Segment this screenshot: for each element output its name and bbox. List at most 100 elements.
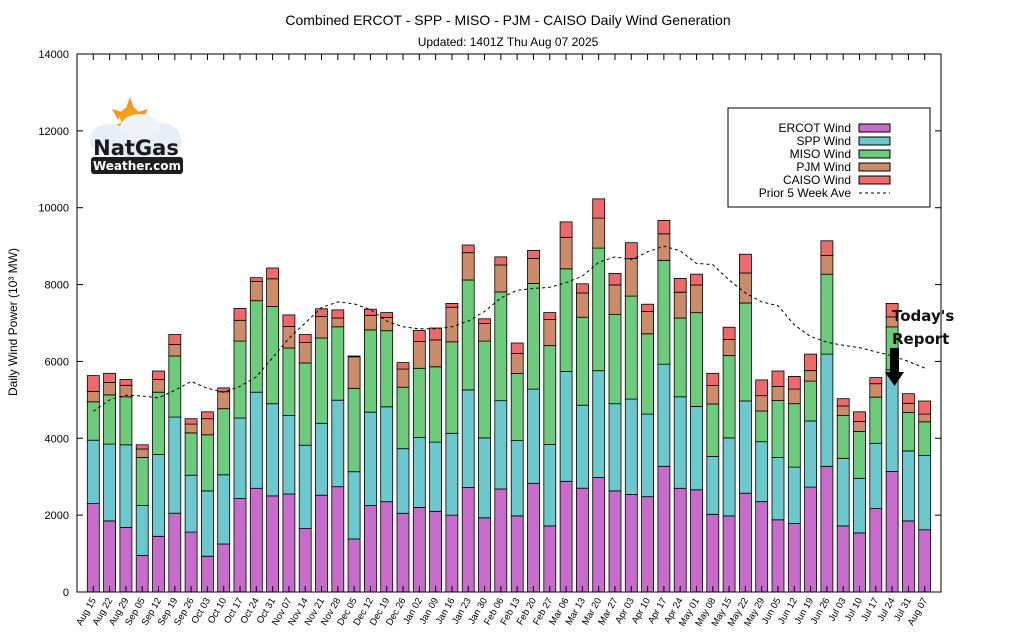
bar-miso-20 <box>412 367 426 438</box>
bar-caiso-37 <box>690 273 703 286</box>
bar-spp-31 <box>592 370 606 478</box>
bar-pjm-5 <box>168 344 182 357</box>
bar-ercot-28 <box>543 525 557 593</box>
bar-spp-13 <box>298 444 312 530</box>
bar-ercot-26 <box>510 515 524 593</box>
bar-caiso-19 <box>396 362 410 370</box>
bar-miso-42 <box>771 400 785 458</box>
bar-caiso-17 <box>363 308 377 316</box>
bar-spp-6 <box>184 474 198 533</box>
annotation-line2: Report <box>892 330 949 348</box>
bar-pjm-18 <box>380 317 394 332</box>
bar-pjm-47 <box>853 420 866 432</box>
bar-spp-20 <box>412 437 426 508</box>
bar-caiso-48 <box>869 377 883 385</box>
bar-ercot-47 <box>853 532 866 593</box>
bar-ercot-19 <box>396 512 410 593</box>
bar-spp-8 <box>217 474 231 545</box>
bar-caiso-34 <box>641 303 654 312</box>
bar-spp-50 <box>902 450 915 522</box>
bar-spp-21 <box>429 441 443 512</box>
bar-spp-30 <box>576 404 589 489</box>
bar-miso-14 <box>315 337 328 424</box>
bar-spp-1 <box>103 443 116 522</box>
bar-caiso-33 <box>624 242 638 259</box>
bar-miso-4 <box>152 391 165 455</box>
bar-ercot-18 <box>380 501 394 593</box>
bar-caiso-51 <box>918 400 932 415</box>
bar-pjm-20 <box>412 340 426 369</box>
bar-ercot-0 <box>86 503 100 593</box>
bar-spp-7 <box>200 490 214 557</box>
logo-banner <box>91 157 183 174</box>
bar-pjm-35 <box>657 233 671 261</box>
bar-pjm-25 <box>494 264 508 293</box>
legend-label-caiso: CAISO Wind <box>783 173 851 187</box>
bar-caiso-44 <box>804 353 817 372</box>
bar-spp-41 <box>755 441 769 503</box>
bar-pjm-40 <box>739 272 752 304</box>
bar-spp-16 <box>347 471 361 540</box>
bar-miso-39 <box>722 355 736 439</box>
bar-pjm-7 <box>200 418 214 436</box>
bar-miso-36 <box>673 317 687 398</box>
bar-caiso-14 <box>315 308 328 317</box>
bar-pjm-4 <box>152 379 165 393</box>
bar-spp-22 <box>445 432 459 516</box>
bar-pjm-37 <box>690 284 703 314</box>
bar-ercot-16 <box>347 538 361 593</box>
bar-caiso-40 <box>739 253 752 274</box>
bar-miso-51 <box>918 421 932 456</box>
natgasweather-logo: NatGas Weather.com <box>90 97 183 174</box>
bar-caiso-41 <box>755 379 769 397</box>
bar-ercot-35 <box>657 465 671 593</box>
bar-ercot-50 <box>902 520 915 593</box>
bar-pjm-21 <box>429 339 443 368</box>
plot-frame <box>76 53 942 593</box>
bar-pjm-0 <box>86 390 100 403</box>
bar-ercot-17 <box>363 505 377 593</box>
bar-caiso-31 <box>592 198 606 219</box>
bar-miso-12 <box>282 347 296 416</box>
legend-label-average: Prior 5 Week Ave <box>759 186 852 200</box>
bar-ercot-25 <box>494 488 508 593</box>
bar-ercot-45 <box>820 465 834 593</box>
bar-ercot-1 <box>103 520 116 593</box>
bar-miso-5 <box>168 355 182 418</box>
bar-pjm-17 <box>363 314 377 331</box>
logo-line1: NatGas <box>93 136 179 160</box>
bar-ercot-23 <box>461 487 475 593</box>
bar-ercot-42 <box>771 519 785 593</box>
bar-pjm-26 <box>510 352 524 374</box>
bar-ercot-41 <box>755 501 769 593</box>
bar-caiso-3 <box>135 444 149 450</box>
bar-spp-12 <box>282 415 296 495</box>
bar-ercot-31 <box>592 477 606 593</box>
bar-miso-6 <box>184 432 198 476</box>
bar-spp-2 <box>119 444 133 528</box>
bar-ercot-44 <box>804 486 817 593</box>
bar-ercot-32 <box>608 490 622 593</box>
y-tick-label: 8000 <box>45 280 69 292</box>
bar-pjm-23 <box>461 252 475 281</box>
bar-spp-35 <box>657 363 671 467</box>
bar-miso-8 <box>217 408 231 476</box>
bar-ercot-51 <box>918 529 932 593</box>
bar-spp-51 <box>918 455 932 531</box>
y-tick-label: 14000 <box>38 49 69 61</box>
bar-caiso-45 <box>820 240 834 256</box>
bar-caiso-13 <box>298 334 312 344</box>
bar-spp-15 <box>331 399 345 488</box>
bar-spp-17 <box>363 411 377 507</box>
bar-pjm-28 <box>543 319 557 347</box>
bar-spp-43 <box>787 466 801 525</box>
bar-caiso-12 <box>282 314 296 327</box>
bar-caiso-47 <box>853 411 866 422</box>
bar-spp-44 <box>804 420 817 488</box>
bar-spp-9 <box>233 417 247 499</box>
bar-miso-3 <box>135 457 149 506</box>
bar-caiso-9 <box>233 307 247 321</box>
bar-pjm-1 <box>103 382 116 396</box>
bar-caiso-18 <box>380 312 394 319</box>
